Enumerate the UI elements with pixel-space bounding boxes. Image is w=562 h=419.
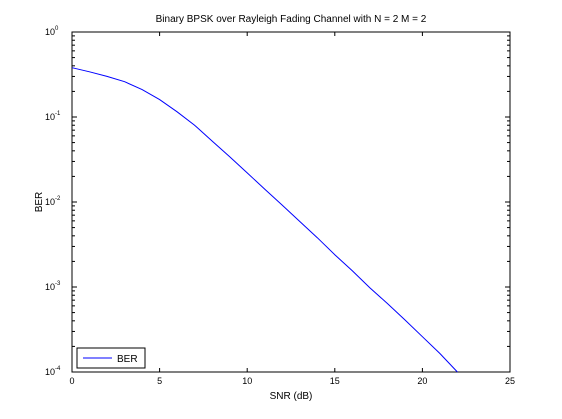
y-tick-label: 10 bbox=[45, 27, 55, 37]
ber-series-line bbox=[71, 67, 458, 373]
y-tick-label: 10 bbox=[45, 112, 55, 122]
y-tick-exponent: -3 bbox=[55, 281, 61, 287]
y-tick-exponent: -4 bbox=[55, 366, 61, 372]
legend: BER bbox=[76, 347, 146, 369]
y-axis-label: BER bbox=[34, 192, 45, 213]
y-tick-label: 10 bbox=[45, 282, 55, 292]
legend-label: BER bbox=[117, 354, 138, 365]
y-tick-exponent: 0 bbox=[55, 26, 59, 32]
x-tick-label: 0 bbox=[69, 376, 74, 386]
x-tick-label: 15 bbox=[330, 376, 340, 386]
x-axis-label: SNR (dB) bbox=[270, 391, 313, 402]
series-layer bbox=[71, 67, 458, 373]
x-tick-label: 5 bbox=[157, 376, 162, 386]
y-tick-label: 10 bbox=[45, 197, 55, 207]
chart-title: Binary BPSK over Rayleigh Fading Channel… bbox=[156, 14, 427, 25]
y-tick-label: 10 bbox=[45, 367, 55, 377]
y-tick-exponent: -1 bbox=[55, 111, 61, 117]
x-tick-label: 20 bbox=[417, 376, 427, 386]
plot-area bbox=[71, 31, 511, 373]
x-tick-label: 25 bbox=[505, 376, 515, 386]
x-tick-label: 10 bbox=[242, 376, 252, 386]
y-tick-exponent: -2 bbox=[55, 196, 61, 202]
